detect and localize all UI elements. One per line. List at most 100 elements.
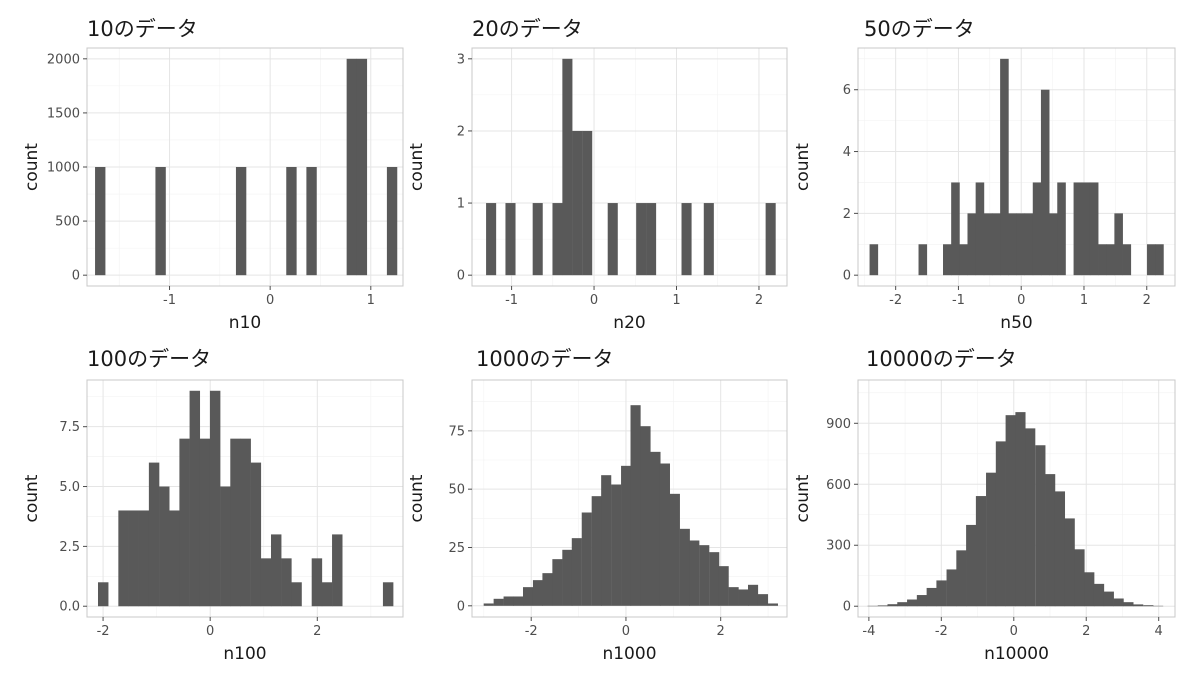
histogram-bar bbox=[1032, 182, 1042, 276]
histogram-bar bbox=[179, 438, 190, 607]
histogram-bar bbox=[250, 462, 262, 607]
histogram-bar bbox=[640, 426, 651, 606]
histogram-bar bbox=[562, 58, 573, 276]
histogram-bar bbox=[699, 545, 710, 606]
y-tick-label: 2 bbox=[843, 207, 851, 222]
x-tick-label: 0 bbox=[206, 624, 214, 639]
y-tick-label: 25 bbox=[448, 541, 465, 556]
histogram-bar bbox=[718, 566, 729, 606]
panel-title: 1000のデータ bbox=[476, 347, 613, 371]
y-tick-label: 2000 bbox=[47, 52, 80, 67]
histogram-bar bbox=[591, 496, 602, 606]
histogram-bar bbox=[581, 512, 592, 606]
y-axis-title: count bbox=[793, 143, 813, 191]
panel-border bbox=[471, 379, 788, 618]
histogram-bar bbox=[943, 244, 952, 276]
histogram-bar bbox=[986, 472, 997, 607]
histogram-bar bbox=[936, 580, 947, 607]
panel-title: 10000のデータ bbox=[866, 347, 1017, 371]
histogram-bar bbox=[703, 203, 714, 276]
histogram-bar bbox=[1106, 244, 1115, 276]
histogram-bar bbox=[1035, 445, 1046, 607]
histogram-bar bbox=[747, 584, 759, 606]
y-tick-label: 50 bbox=[448, 483, 465, 498]
x-tick-label: 2 bbox=[717, 624, 725, 639]
histogram-bar bbox=[646, 203, 657, 276]
x-tick-label: 0 bbox=[266, 293, 274, 308]
histogram-bar bbox=[220, 486, 231, 607]
histogram-bar bbox=[118, 510, 129, 607]
x-tick-label: -2 bbox=[889, 293, 902, 308]
panel-border bbox=[86, 379, 404, 618]
x-tick-label: 1 bbox=[672, 293, 680, 308]
histogram-bar bbox=[975, 496, 987, 607]
x-axis-title: n50 bbox=[1000, 313, 1032, 333]
histogram-bar bbox=[199, 438, 211, 607]
histogram-bar bbox=[607, 203, 618, 276]
histogram-bar bbox=[128, 510, 139, 607]
histogram-panel-5: -2 0 2 0 25 50 75 n1000 count 1000のデータ bbox=[407, 347, 788, 664]
histogram-bar bbox=[1103, 591, 1114, 607]
y-tick-label: 300 bbox=[826, 539, 851, 554]
x-tick-label: 0 bbox=[590, 293, 598, 308]
y-tick-label: 2 bbox=[457, 124, 465, 139]
histogram-bar bbox=[767, 603, 778, 606]
x-tick-label: 2 bbox=[1082, 624, 1090, 639]
histogram-bar bbox=[270, 534, 282, 607]
y-tick-label: 0 bbox=[843, 600, 851, 615]
histogram-bar bbox=[983, 213, 993, 276]
histogram-bar bbox=[765, 203, 776, 276]
histogram-bar bbox=[621, 465, 632, 606]
y-axis-title: count bbox=[407, 474, 427, 522]
y-axis-title: count bbox=[407, 143, 427, 191]
histogram-bar bbox=[975, 182, 985, 276]
x-tick-label: 1 bbox=[1080, 293, 1088, 308]
histogram-bar bbox=[757, 594, 769, 606]
histogram-bar bbox=[659, 463, 670, 606]
histogram-bar bbox=[650, 451, 661, 606]
histogram-bar bbox=[1073, 182, 1083, 276]
histogram-bar bbox=[907, 599, 918, 607]
x-tick-label: -1 bbox=[505, 293, 518, 308]
histogram-bar bbox=[681, 203, 692, 276]
histogram-bar bbox=[552, 203, 563, 276]
histogram-bar bbox=[209, 390, 221, 607]
histogram-bar bbox=[1000, 58, 1009, 276]
histogram-bar bbox=[897, 602, 908, 607]
histogram-bar bbox=[486, 203, 497, 276]
histogram-bar bbox=[1016, 213, 1026, 276]
histogram-bar bbox=[189, 390, 201, 607]
histogram-bar bbox=[532, 580, 544, 606]
histogram-bar bbox=[1015, 412, 1026, 607]
histogram-bar bbox=[346, 58, 358, 276]
x-tick-label: 2 bbox=[1143, 293, 1151, 308]
panel-border bbox=[857, 379, 1176, 618]
x-tick-label: 4 bbox=[1155, 624, 1163, 639]
histogram-bar bbox=[291, 582, 302, 607]
histogram-bar bbox=[483, 603, 494, 606]
histogram-bar bbox=[967, 213, 977, 276]
y-tick-label: 0.0 bbox=[59, 600, 80, 615]
histogram-bar bbox=[240, 438, 251, 607]
histogram-bar bbox=[887, 604, 898, 607]
histogram-bar bbox=[728, 587, 739, 606]
histogram-bar bbox=[1081, 182, 1091, 276]
histogram-bar bbox=[1064, 518, 1075, 607]
histogram-bar bbox=[332, 534, 343, 607]
x-tick-label: -1 bbox=[952, 293, 965, 308]
y-tick-label: 7.5 bbox=[59, 420, 80, 435]
histogram-bar bbox=[386, 167, 398, 276]
y-tick-label: 0 bbox=[843, 269, 851, 284]
histogram-bar bbox=[1147, 244, 1156, 276]
histogram-bar bbox=[1113, 598, 1124, 607]
y-tick-label: 1000 bbox=[47, 161, 80, 176]
x-tick-label: 2 bbox=[755, 293, 763, 308]
histogram-bar bbox=[582, 130, 593, 276]
y-tick-label: 0 bbox=[457, 269, 465, 284]
x-tick-label: 1 bbox=[367, 293, 375, 308]
histogram-bar bbox=[877, 605, 888, 607]
x-axis-title: n20 bbox=[613, 313, 645, 333]
histogram-bar bbox=[1122, 244, 1132, 276]
histogram-bar bbox=[991, 213, 1001, 276]
y-tick-label: 500 bbox=[55, 215, 80, 230]
